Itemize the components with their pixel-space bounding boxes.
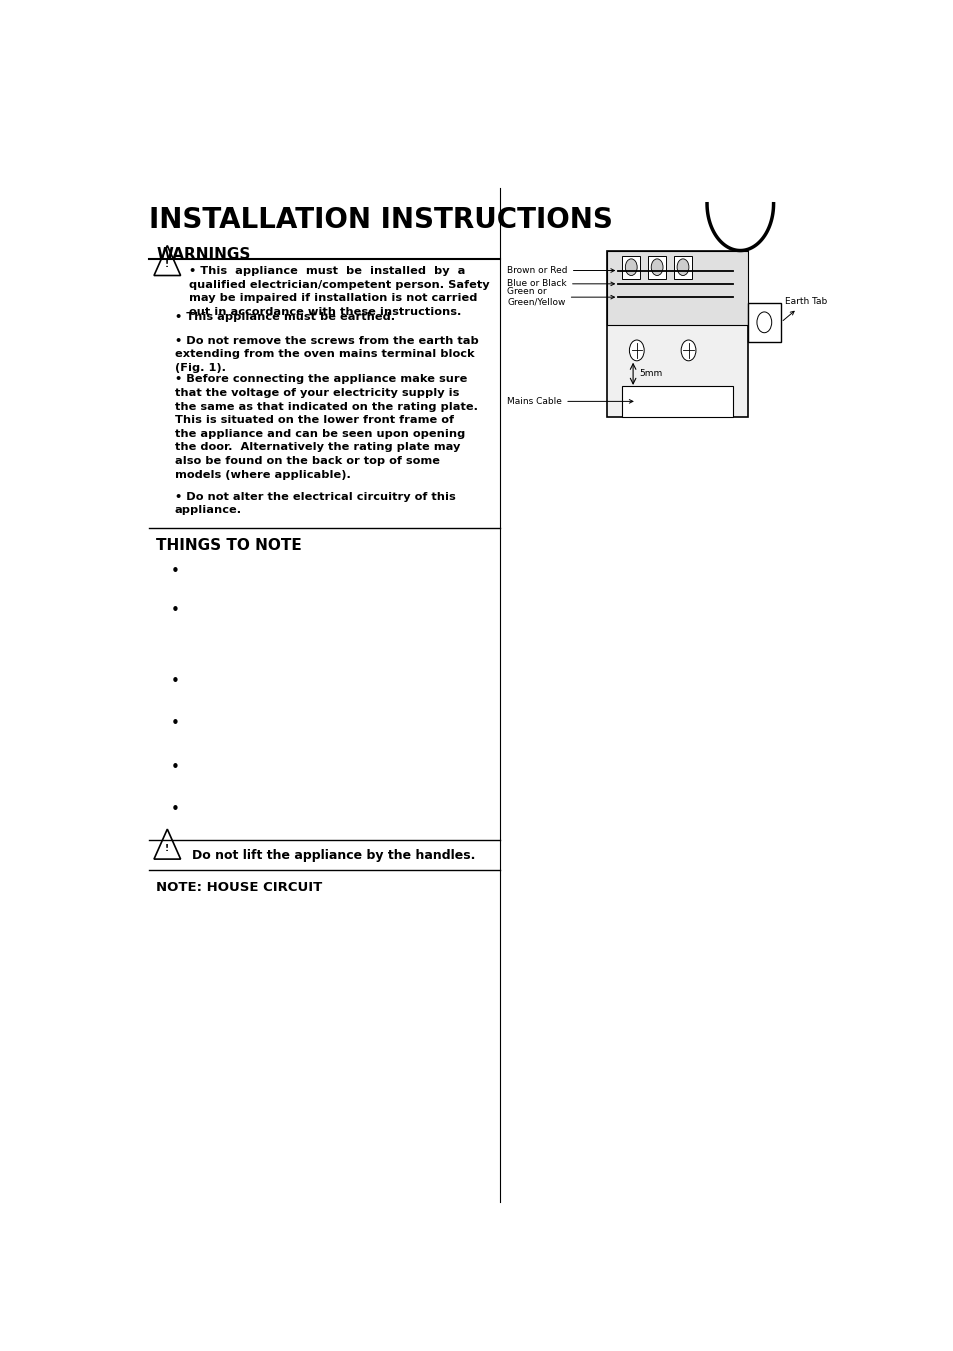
Circle shape: [756, 312, 771, 332]
Bar: [606, 250, 747, 326]
Text: NOTE: HOUSE CIRCUIT: NOTE: HOUSE CIRCUIT: [156, 881, 322, 894]
Bar: [647, 255, 666, 278]
Bar: [747, 303, 781, 342]
Text: Do not lift the appliance by the handles.: Do not lift the appliance by the handles…: [192, 848, 475, 862]
Text: •: •: [171, 603, 180, 619]
Text: •: •: [171, 674, 180, 689]
Text: •: •: [171, 761, 180, 775]
Text: • This appliance must be earthed.: • This appliance must be earthed.: [174, 312, 395, 322]
Text: 5mm: 5mm: [639, 369, 661, 378]
Circle shape: [651, 259, 662, 276]
Circle shape: [680, 340, 696, 361]
Text: •: •: [171, 716, 180, 731]
Text: •: •: [171, 802, 180, 817]
Text: • Do not alter the electrical circuitry of this
appliance.: • Do not alter the electrical circuitry …: [174, 492, 455, 516]
Bar: [606, 250, 747, 417]
Text: Brown or Red: Brown or Red: [507, 266, 614, 276]
Circle shape: [629, 340, 643, 361]
Text: !: !: [165, 259, 170, 269]
Text: Earth Tab: Earth Tab: [782, 297, 826, 320]
Text: • Before connecting the appliance make sure
that the voltage of your electricity: • Before connecting the appliance make s…: [174, 374, 477, 480]
Circle shape: [624, 259, 637, 276]
Text: !: !: [165, 843, 170, 852]
Text: THINGS TO NOTE: THINGS TO NOTE: [156, 538, 302, 553]
Text: WARNINGS: WARNINGS: [156, 247, 251, 262]
Bar: [621, 255, 639, 278]
Text: •: •: [171, 563, 180, 578]
Bar: [673, 255, 692, 278]
Text: • This  appliance  must  be  installed  by  a
qualified electrician/competent pe: • This appliance must be installed by a …: [190, 266, 490, 317]
Bar: [621, 386, 732, 417]
Text: Blue or Black: Blue or Black: [507, 280, 614, 288]
Text: Mains Cable: Mains Cable: [507, 397, 632, 405]
Circle shape: [677, 259, 688, 276]
Text: Green or
Green/Yellow: Green or Green/Yellow: [507, 288, 614, 307]
Text: • Do not remove the screws from the earth tab
extending from the oven mains term: • Do not remove the screws from the eart…: [174, 336, 478, 373]
Text: INSTALLATION INSTRUCTIONS: INSTALLATION INSTRUCTIONS: [149, 205, 612, 234]
